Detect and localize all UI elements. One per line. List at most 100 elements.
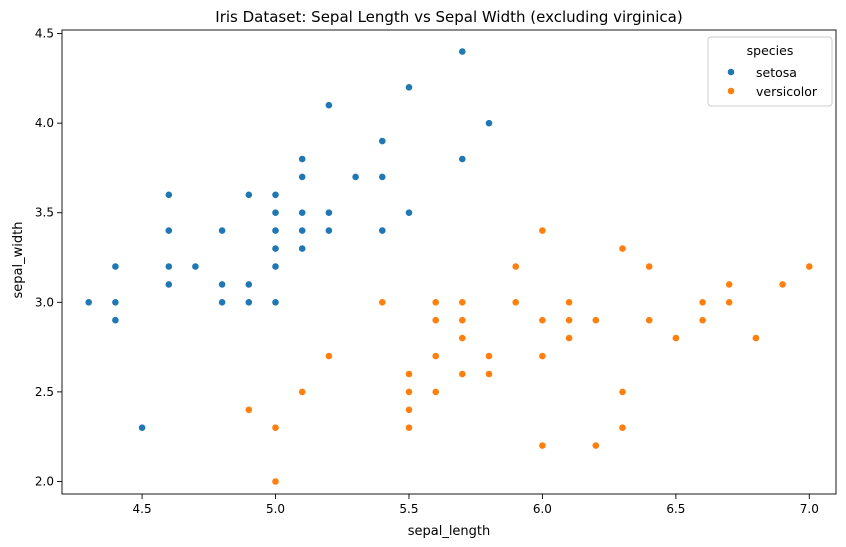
plot-frame: [61, 29, 837, 495]
point-setosa: [405, 208, 413, 217]
point-setosa: [271, 208, 280, 217]
point-versicolor: [324, 352, 333, 360]
point-versicolor: [618, 387, 627, 396]
x-axis-label: sepal_length: [408, 524, 491, 539]
x-axis: 4.5 5.0 5.5 6.0 6.5 7.0: [133, 494, 819, 516]
point-versicolor: [591, 316, 600, 325]
x-tick-label: 5.5: [399, 502, 418, 516]
chart-title: Iris Dataset: Sepal Length vs Sepal Widt…: [215, 8, 682, 26]
point-setosa: [138, 423, 146, 432]
point-versicolor: [672, 334, 680, 342]
point-setosa: [351, 172, 360, 181]
point-versicolor: [565, 298, 573, 307]
point-versicolor: [511, 298, 520, 307]
point-versicolor: [591, 441, 600, 450]
x-tick-label: 4.5: [133, 502, 152, 516]
point-versicolor: [271, 477, 280, 486]
point-setosa: [271, 190, 280, 199]
point-setosa: [298, 244, 307, 253]
point-versicolor: [565, 316, 573, 325]
point-versicolor: [431, 298, 440, 307]
point-versicolor: [538, 226, 547, 235]
point-versicolor: [431, 316, 440, 325]
point-versicolor: [538, 352, 547, 360]
point-setosa: [324, 226, 333, 235]
point-setosa: [244, 190, 253, 199]
point-setosa: [191, 262, 200, 271]
point-versicolor: [752, 334, 760, 342]
point-setosa: [218, 280, 226, 289]
point-setosa: [298, 208, 307, 217]
point-setosa: [271, 244, 280, 253]
x-tick-label: 5.0: [266, 502, 285, 516]
point-versicolor: [618, 423, 627, 432]
y-tick-label: 4.0: [35, 116, 54, 130]
point-versicolor: [698, 316, 707, 325]
point-versicolor: [431, 387, 440, 396]
point-setosa: [405, 83, 413, 92]
point-setosa: [164, 226, 173, 235]
point-versicolor: [485, 370, 493, 378]
point-versicolor: [618, 244, 627, 253]
point-setosa: [324, 208, 333, 217]
point-setosa: [458, 47, 467, 56]
point-setosa: [244, 298, 253, 307]
point-setosa: [378, 172, 387, 181]
legend-label-setosa: setosa: [756, 65, 797, 80]
point-setosa: [111, 298, 120, 307]
point-setosa: [244, 280, 253, 289]
legend-marker-setosa: [727, 68, 735, 76]
point-setosa: [111, 316, 120, 325]
point-versicolor: [645, 316, 654, 325]
y-tick-label: 2.5: [35, 385, 54, 399]
legend-title: species: [747, 43, 794, 58]
point-versicolor: [378, 298, 387, 307]
point-versicolor: [405, 370, 413, 378]
point-setosa: [271, 298, 280, 307]
point-versicolor: [538, 441, 547, 450]
y-axis-label: sepal_width: [11, 222, 26, 299]
point-versicolor: [805, 262, 814, 271]
point-setosa: [378, 226, 387, 235]
x-tick-label: 6.0: [533, 502, 552, 516]
point-versicolor: [538, 316, 547, 325]
point-setosa: [164, 190, 173, 199]
point-setosa: [378, 137, 387, 145]
point-versicolor: [271, 423, 280, 432]
point-versicolor: [645, 262, 654, 271]
point-setosa: [218, 226, 226, 235]
point-versicolor: [431, 352, 440, 360]
y-tick-label: 3.0: [35, 295, 54, 309]
point-setosa: [298, 226, 307, 235]
point-versicolor: [725, 280, 734, 289]
point-setosa: [271, 262, 280, 271]
point-versicolor: [511, 262, 520, 271]
point-versicolor: [244, 405, 253, 414]
x-tick-label: 7.0: [800, 502, 819, 516]
point-versicolor: [405, 405, 413, 414]
legend-label-versicolor: versicolor: [756, 84, 818, 99]
legend-box: [707, 36, 833, 107]
point-setosa: [298, 155, 307, 163]
legend: species setosa versicolor: [707, 36, 833, 107]
point-versicolor: [405, 423, 413, 432]
y-axis: 2.0 2.5 3.0 3.5 4.0 4.5: [35, 27, 62, 488]
point-versicolor: [698, 298, 707, 307]
point-setosa: [84, 298, 93, 307]
point-versicolor: [458, 334, 467, 342]
point-versicolor: [778, 280, 787, 289]
point-setosa: [271, 226, 280, 235]
point-setosa: [111, 262, 120, 271]
point-setosa: [485, 119, 493, 128]
point-setosa: [298, 172, 307, 181]
point-versicolor: [458, 316, 467, 325]
point-setosa: [164, 280, 173, 289]
point-setosa: [324, 101, 333, 110]
point-versicolor: [458, 370, 467, 378]
x-tick-label: 6.5: [666, 502, 685, 516]
data-points: [84, 47, 814, 486]
y-tick-label: 3.5: [35, 206, 54, 220]
point-setosa: [218, 298, 226, 307]
point-versicolor: [298, 387, 307, 396]
